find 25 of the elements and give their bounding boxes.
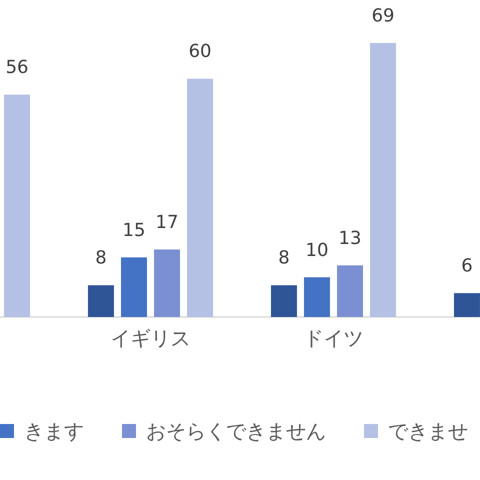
data-label: 69 [372,5,394,26]
bar [337,265,364,317]
bar [270,285,297,317]
legend-label: きます [24,419,84,443]
bar [370,42,396,317]
bar [4,94,30,317]
bar [154,249,180,317]
data-label: 15 [122,220,146,241]
data-label: 8 [95,248,107,269]
data-label: 13 [338,228,362,249]
data-label: 56 [6,57,28,78]
x-tick-label: ドイツ [304,326,364,350]
x-tick-label: イギリス [110,326,190,350]
data-label: 8 [278,248,290,269]
bar [304,277,330,317]
bar [454,293,480,317]
data-label: 10 [306,240,328,261]
bar [187,78,214,317]
data-label: 60 [188,41,212,62]
bar [120,257,147,317]
data-label: 17 [156,212,178,233]
data-label: 6 [461,256,473,277]
bar [88,285,114,317]
legend-label: おそらくできません [146,419,326,443]
legend-label: できませ [388,419,468,443]
